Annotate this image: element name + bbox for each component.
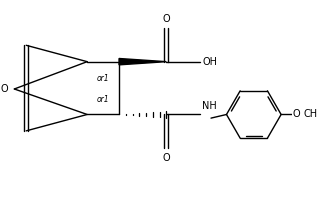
Text: or1: or1 [96,74,109,83]
Text: O: O [0,84,8,94]
Text: or1: or1 [96,94,109,104]
Text: O: O [163,153,170,163]
Text: OH: OH [203,57,218,67]
Text: O: O [293,109,300,119]
Text: CH: CH [304,109,318,119]
Polygon shape [119,58,166,65]
Text: NH: NH [202,101,217,111]
Text: O: O [163,14,170,24]
